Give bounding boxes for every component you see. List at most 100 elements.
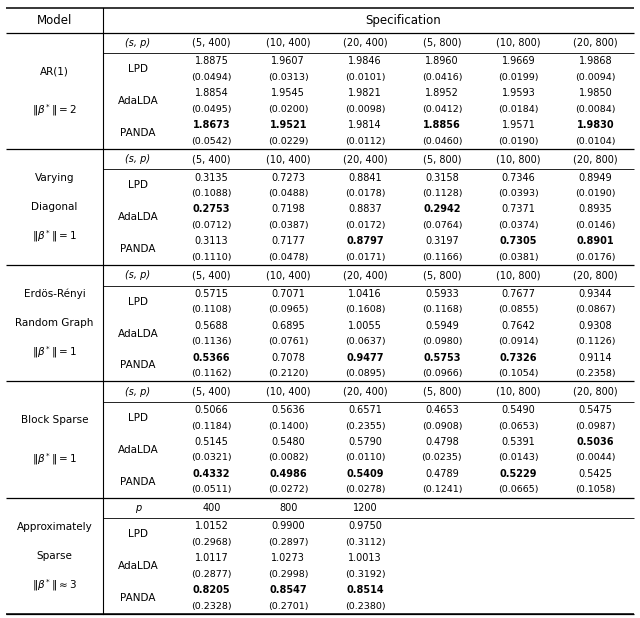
- Text: 0.2942: 0.2942: [423, 205, 461, 214]
- Text: 0.7273: 0.7273: [271, 172, 305, 182]
- Text: (0.0171): (0.0171): [345, 253, 385, 262]
- Text: (0.0278): (0.0278): [345, 485, 385, 494]
- Text: 0.5790: 0.5790: [348, 437, 382, 447]
- Text: (s, p): (s, p): [125, 271, 150, 281]
- Text: 0.7198: 0.7198: [271, 205, 305, 214]
- Text: (10, 800): (10, 800): [497, 387, 541, 397]
- Text: (0.0511): (0.0511): [191, 485, 232, 494]
- Text: 0.3197: 0.3197: [425, 237, 459, 247]
- Text: (0.2380): (0.2380): [345, 602, 385, 611]
- Text: (0.0229): (0.0229): [268, 137, 308, 146]
- Text: 0.7305: 0.7305: [500, 237, 538, 247]
- Text: 1.8875: 1.8875: [195, 56, 228, 66]
- Text: 0.3158: 0.3158: [425, 172, 459, 182]
- Text: (0.0761): (0.0761): [268, 337, 308, 346]
- Text: PANDA: PANDA: [120, 244, 156, 254]
- Text: (0.0488): (0.0488): [268, 189, 308, 198]
- Text: (20, 800): (20, 800): [573, 38, 618, 48]
- Text: (0.0112): (0.0112): [345, 137, 385, 146]
- Text: (0.2358): (0.2358): [575, 369, 616, 378]
- Text: (10, 400): (10, 400): [266, 387, 310, 397]
- Text: 0.5425: 0.5425: [579, 469, 612, 479]
- Text: (20, 400): (20, 400): [343, 387, 387, 397]
- Text: 0.9308: 0.9308: [579, 321, 612, 331]
- Text: (0.0044): (0.0044): [575, 454, 616, 462]
- Text: 0.7326: 0.7326: [500, 353, 538, 363]
- Text: (0.0855): (0.0855): [499, 305, 539, 315]
- Text: (0.0235): (0.0235): [422, 454, 462, 462]
- Text: (0.0494): (0.0494): [191, 73, 232, 82]
- Text: (10, 400): (10, 400): [266, 271, 310, 281]
- Text: 1.0117: 1.0117: [195, 553, 228, 564]
- Text: 0.5490: 0.5490: [502, 405, 536, 415]
- Text: $\|\beta^*\| \approx 3$: $\|\beta^*\| \approx 3$: [32, 577, 77, 593]
- Text: 1.9607: 1.9607: [271, 56, 305, 66]
- Text: AdaLDA: AdaLDA: [118, 212, 158, 222]
- Text: (0.0199): (0.0199): [499, 73, 539, 82]
- Text: 0.8514: 0.8514: [346, 585, 384, 595]
- Text: (0.0914): (0.0914): [499, 337, 539, 346]
- Text: (0.0712): (0.0712): [191, 221, 232, 230]
- Text: 0.5409: 0.5409: [346, 469, 384, 479]
- Text: (0.2120): (0.2120): [268, 369, 308, 378]
- Text: 0.4653: 0.4653: [425, 405, 459, 415]
- Text: 0.9900: 0.9900: [271, 522, 305, 531]
- Text: 0.8935: 0.8935: [579, 205, 612, 214]
- Text: (0.0908): (0.0908): [422, 421, 462, 431]
- Text: (0.0101): (0.0101): [345, 73, 385, 82]
- Text: 0.5636: 0.5636: [271, 405, 305, 415]
- Text: (0.0416): (0.0416): [422, 73, 462, 82]
- Text: 0.8837: 0.8837: [348, 205, 382, 214]
- Text: $\|\beta^*\| = 1$: $\|\beta^*\| = 1$: [32, 344, 77, 360]
- Text: (0.1608): (0.1608): [345, 305, 385, 315]
- Text: Model: Model: [37, 14, 72, 27]
- Text: (0.3112): (0.3112): [345, 538, 385, 547]
- Text: (0.0176): (0.0176): [575, 253, 616, 262]
- Text: (20, 800): (20, 800): [573, 154, 618, 164]
- Text: (0.0665): (0.0665): [499, 485, 539, 494]
- Text: Varying: Varying: [35, 173, 74, 183]
- Text: (0.1400): (0.1400): [268, 421, 308, 431]
- Text: (0.0272): (0.0272): [268, 485, 308, 494]
- Text: (0.0637): (0.0637): [345, 337, 385, 346]
- Text: LPD: LPD: [128, 297, 148, 307]
- Text: (20, 800): (20, 800): [573, 271, 618, 281]
- Text: (0.0321): (0.0321): [191, 454, 232, 462]
- Text: 1.9821: 1.9821: [348, 88, 382, 98]
- Text: 0.7071: 0.7071: [271, 289, 305, 298]
- Text: (5, 400): (5, 400): [192, 38, 230, 48]
- Text: 1.0055: 1.0055: [348, 321, 382, 331]
- Text: (0.0393): (0.0393): [499, 189, 539, 198]
- Text: (0.1058): (0.1058): [575, 485, 616, 494]
- Text: 0.5145: 0.5145: [195, 437, 228, 447]
- Text: Approximately: Approximately: [17, 522, 92, 531]
- Text: 0.9114: 0.9114: [579, 353, 612, 363]
- Text: Specification: Specification: [365, 14, 442, 27]
- Text: 0.8841: 0.8841: [348, 172, 382, 182]
- Text: (s, p): (s, p): [125, 154, 150, 164]
- Text: (0.2328): (0.2328): [191, 602, 232, 611]
- Text: (0.0867): (0.0867): [575, 305, 616, 315]
- Text: (0.0200): (0.0200): [268, 104, 308, 114]
- Text: (0.2877): (0.2877): [191, 570, 232, 579]
- Text: (0.0143): (0.0143): [499, 454, 539, 462]
- Text: AdaLDA: AdaLDA: [118, 329, 158, 339]
- Text: (0.0104): (0.0104): [575, 137, 616, 146]
- Text: PANDA: PANDA: [120, 476, 156, 487]
- Text: 0.3135: 0.3135: [195, 172, 228, 182]
- Text: (0.2701): (0.2701): [268, 602, 308, 611]
- Text: 1.8856: 1.8856: [423, 120, 461, 130]
- Text: 0.5366: 0.5366: [193, 353, 230, 363]
- Text: 0.5036: 0.5036: [577, 437, 614, 447]
- Text: Sparse: Sparse: [36, 551, 72, 561]
- Text: 0.8901: 0.8901: [577, 237, 614, 247]
- Text: (5, 400): (5, 400): [192, 271, 230, 281]
- Text: 0.2753: 0.2753: [193, 205, 230, 214]
- Text: 0.4798: 0.4798: [425, 437, 459, 447]
- Text: 1.0013: 1.0013: [348, 553, 382, 564]
- Text: (0.0098): (0.0098): [345, 104, 385, 114]
- Text: (20, 400): (20, 400): [343, 271, 387, 281]
- Text: 0.7078: 0.7078: [271, 353, 305, 363]
- Text: (20, 400): (20, 400): [343, 38, 387, 48]
- Text: (0.0653): (0.0653): [499, 421, 539, 431]
